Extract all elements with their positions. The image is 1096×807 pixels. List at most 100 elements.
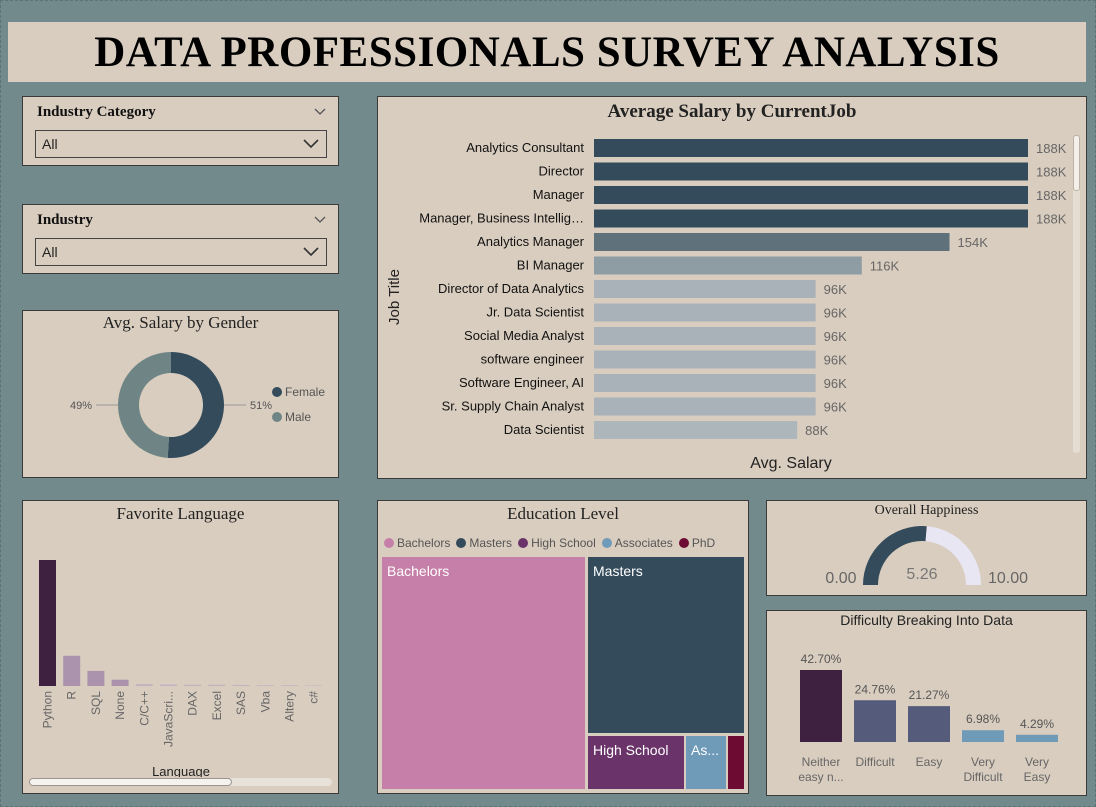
salary-value-label: 96K [824, 306, 847, 321]
chevron-down-icon [302, 134, 320, 157]
panel-title: Education Level [507, 504, 619, 523]
difficulty-value-label: 6.98% [966, 712, 1000, 726]
favorite-language-panel: Favorite Language Python R SQL None C/C++ Jav… [22, 500, 339, 794]
difficulty-bar[interactable] [800, 670, 842, 742]
difficulty-value-label: 4.29% [1020, 717, 1054, 731]
salary-bar[interactable] [594, 303, 816, 322]
dropdown-value: All [42, 136, 58, 152]
language-bar[interactable] [208, 684, 226, 686]
legend-item-high-school: High School [518, 536, 596, 550]
language-tick-label: R [65, 691, 79, 700]
language-tick-label: SAS [234, 691, 248, 715]
legend-item-phd: PhD [678, 536, 716, 550]
job-title-label: Data Scientist [504, 422, 585, 437]
industry-category-slicer[interactable]: Industry Category All [22, 96, 339, 166]
donut-slice-female[interactable] [167, 352, 225, 458]
treemap-cell-masters[interactable]: Masters [588, 557, 744, 733]
treemap-cell-bachelors[interactable]: Bachelors [382, 557, 585, 789]
job-title-label: Manager, Business Intellig… [419, 211, 584, 226]
legend-label: Masters [469, 536, 513, 550]
education-level-panel: Education Level Bachelors Masters High Sch… [377, 500, 749, 794]
report-title-bar: DATA PROFESSIONALS SURVEY ANALYSIS [8, 22, 1086, 82]
legend-marker [456, 538, 467, 548]
treemap-cell-label: Bachelors [387, 563, 450, 579]
legend-label: Associates [614, 536, 673, 550]
gauge-max-label: 10.00 [988, 570, 1028, 587]
legend-label: Male [285, 410, 311, 424]
panel-title: Average Salary by CurrentJob [607, 101, 857, 122]
industry-category-dropdown[interactable]: All [35, 130, 327, 158]
language-tick-label: DAX [186, 691, 200, 716]
chevron-down-icon[interactable] [314, 211, 326, 227]
salary-bar[interactable] [594, 327, 816, 345]
job-title-label: BI Manager [517, 258, 585, 273]
language-bar[interactable] [111, 679, 129, 686]
job-title-label: Social Media Analyst [464, 328, 584, 343]
language-bar[interactable] [63, 655, 81, 686]
job-title-label: Director [538, 164, 584, 179]
slice-label: 51% [250, 400, 272, 412]
treemap-cell-label: Masters [593, 563, 643, 579]
salary-bar[interactable] [594, 350, 816, 369]
salary-bar[interactable] [594, 256, 862, 275]
salary-value-label: 116K [870, 259, 900, 274]
treemap-cell-phd[interactable] [728, 736, 744, 789]
salary-value-label: 188K [1036, 188, 1067, 203]
legend-item-masters: Masters [456, 536, 512, 550]
scrollbar-thumb[interactable] [29, 778, 232, 786]
language-bar[interactable] [87, 670, 105, 686]
salary-bar[interactable] [594, 162, 1028, 181]
treemap-cell-high-school[interactable]: High School [588, 736, 684, 789]
job-title-label: software engineer [481, 352, 585, 367]
legend-label: PhD [691, 536, 716, 550]
gauge-value-label: 5.26 [906, 566, 937, 583]
salary-bar[interactable] [594, 186, 1028, 204]
language-bar[interactable] [305, 685, 323, 686]
difficulty-tick-label: Difficult [963, 770, 1003, 784]
salary-bar[interactable] [594, 139, 1028, 157]
gender-salary-panel: Avg. Salary by Gender 51% 49% Female Male [22, 310, 339, 478]
language-bar[interactable] [39, 560, 56, 686]
salary-bar[interactable] [594, 233, 950, 251]
language-bar[interactable] [135, 684, 153, 686]
panel-title: Avg. Salary by Gender [102, 313, 259, 332]
difficulty-bar[interactable] [908, 706, 950, 742]
chart-scrollbar[interactable] [29, 778, 332, 786]
industry-slicer[interactable]: Industry All [22, 204, 339, 274]
salary-bar[interactable] [594, 374, 816, 392]
treemap-cell-associates[interactable]: As... [686, 736, 726, 789]
language-bar[interactable] [232, 684, 250, 686]
difficulty-tick-label: Easy [916, 755, 943, 769]
language-bar[interactable] [281, 685, 298, 686]
salary-bar[interactable] [594, 280, 816, 298]
legend-marker [518, 538, 529, 548]
difficulty-value-label: 21.27% [909, 688, 950, 702]
panel-title: Overall Happiness [874, 503, 979, 518]
salary-bar[interactable] [594, 209, 1028, 228]
difficulty-tick-label: easy n... [798, 770, 843, 784]
language-bar[interactable] [184, 684, 202, 686]
industry-dropdown[interactable]: All [35, 238, 327, 266]
treemap-cell-label: High School [593, 742, 669, 758]
education-treemap: Bachelors Masters High School As... [382, 557, 744, 789]
language-bar[interactable] [256, 685, 274, 686]
scrollbar[interactable] [1073, 135, 1080, 453]
salary-bar[interactable] [594, 397, 816, 416]
salary-bar[interactable] [594, 421, 798, 439]
education-legend: Bachelors Masters High School Associates PhD [384, 535, 721, 553]
scrollbar-thumb[interactable] [1073, 135, 1080, 191]
slicer-label: Industry Category [37, 104, 156, 120]
difficulty-bar[interactable] [854, 700, 896, 742]
donut-slice-male[interactable] [118, 352, 171, 458]
difficulty-bar[interactable] [962, 730, 1004, 742]
job-title-label: Analytics Consultant [466, 140, 584, 155]
y-axis-title: Job Title [386, 269, 403, 325]
gauge-track [925, 526, 981, 585]
legend-marker [384, 538, 394, 548]
difficulty-bar[interactable] [1016, 734, 1058, 742]
salary-value-label: 96K [824, 400, 847, 415]
legend-marker [272, 387, 282, 397]
happiness-gauge: 5.26 0.00 10.00 [825, 526, 1028, 587]
chevron-down-icon[interactable] [314, 103, 326, 119]
language-bar[interactable] [160, 684, 177, 686]
